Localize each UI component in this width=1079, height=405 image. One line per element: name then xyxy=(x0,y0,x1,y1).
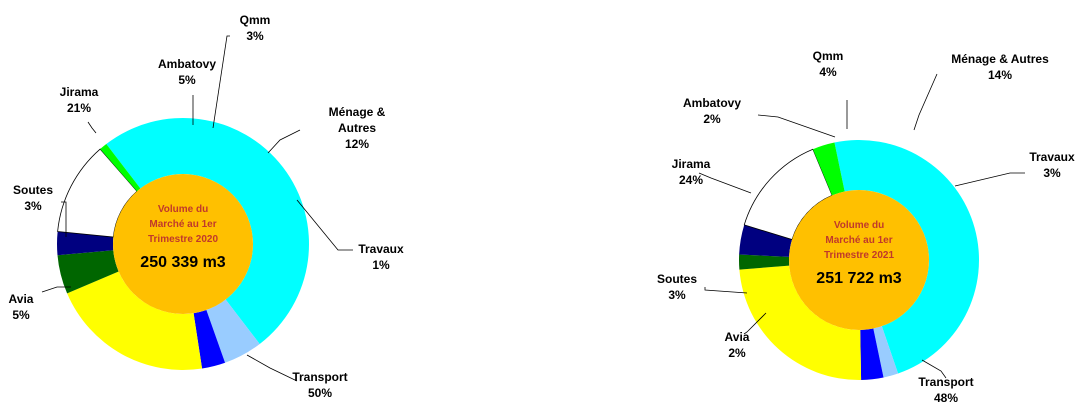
slice-transport xyxy=(834,139,980,374)
data-label-qmm: 3% xyxy=(246,29,264,43)
slice-jirama xyxy=(67,271,203,370)
data-label-soutes: 3% xyxy=(668,288,686,302)
data-label-transport: 48% xyxy=(934,391,958,405)
leader-line-qmm xyxy=(212,35,230,129)
slice-avia xyxy=(873,326,899,378)
leader-line-jirama xyxy=(87,121,97,134)
center-text-line: Marché au 1er xyxy=(825,235,892,246)
donut-chart-1: Volume du Marché au 1er Trimestre 2020 250 … xyxy=(9,13,404,400)
slice-ambatovy xyxy=(57,250,119,294)
leader-line-menage-and-autres xyxy=(267,129,301,154)
category-label-qmm: Qmm xyxy=(813,49,844,63)
data-label-avia: 2% xyxy=(728,346,746,360)
data-label-ambatovy: 2% xyxy=(703,112,721,126)
slice-jirama xyxy=(739,265,862,380)
leader-line-menage-and-autres xyxy=(913,73,938,131)
center-value: 251 722 m3 xyxy=(816,270,902,287)
data-label-jirama: 21% xyxy=(67,101,91,115)
leader-line-avia xyxy=(743,312,767,335)
category-label-ambatovy: Ambatovy xyxy=(158,57,216,71)
center-value: 250 339 m3 xyxy=(140,254,226,271)
category-label-transport: Transport xyxy=(918,375,973,389)
category-label-avia: Avia xyxy=(9,292,34,306)
leader-line-jirama xyxy=(698,172,752,194)
category-label-menage-and-autres: Autres xyxy=(338,121,376,135)
category-label-soutes: Soutes xyxy=(13,183,53,197)
leader-line-travaux xyxy=(296,199,353,251)
center-text-line: Marché au 1er xyxy=(149,219,216,230)
category-label-travaux: Travaux xyxy=(358,242,404,256)
center-disc xyxy=(789,190,929,330)
slice-soutes xyxy=(193,309,226,369)
slice-transport xyxy=(106,118,310,344)
slice-qmm xyxy=(56,231,114,256)
category-label-travaux: Travaux xyxy=(1029,150,1075,164)
center-text-line: Volume du xyxy=(834,220,884,231)
slice-travaux xyxy=(100,144,141,192)
category-label-qmm: Qmm xyxy=(240,13,271,27)
leader-line-ambatovy xyxy=(757,114,836,138)
data-label-menage-and-autres: 14% xyxy=(988,68,1012,82)
category-label-transport: Transport xyxy=(292,370,347,384)
slice-travaux xyxy=(812,142,845,196)
data-label-qmm: 4% xyxy=(819,65,837,79)
data-label-transport: 50% xyxy=(308,386,332,400)
category-label-soutes: Soutes xyxy=(657,272,697,286)
slice-qmm xyxy=(739,224,793,257)
slice-soutes xyxy=(860,328,884,380)
category-label-menage-and-autres: Ménage & Autres xyxy=(951,52,1049,66)
category-label-avia: Avia xyxy=(725,330,750,344)
leader-line-soutes xyxy=(704,287,748,294)
data-label-travaux: 3% xyxy=(1043,166,1061,180)
category-label-ambatovy: Ambatovy xyxy=(683,96,741,110)
leader-line-transport xyxy=(921,359,947,379)
center-disc xyxy=(113,174,253,314)
data-label-soutes: 3% xyxy=(24,199,42,213)
category-label-jirama: Jirama xyxy=(672,157,711,171)
category-label-jirama: Jirama xyxy=(60,85,99,99)
leader-line-transport xyxy=(246,354,298,382)
center-text-line: Trimestre 2021 xyxy=(824,250,894,261)
data-label-travaux: 1% xyxy=(372,258,390,272)
slice-ambatovy xyxy=(738,254,790,270)
data-label-menage-and-autres: 12% xyxy=(345,137,369,151)
leader-line-avia xyxy=(41,286,71,293)
leader-line-soutes xyxy=(61,201,67,237)
donut-chart-2: Volume du Marché au 1er Trimestre 2021 251 … xyxy=(657,49,1075,405)
category-label-menage-and-autres: Ménage & xyxy=(329,105,386,119)
center-text-line: Trimestre 2020 xyxy=(148,234,218,245)
data-label-ambatovy: 5% xyxy=(178,73,196,87)
slice-avia xyxy=(206,299,260,363)
data-label-avia: 5% xyxy=(12,308,30,322)
center-text-line: Volume du xyxy=(158,204,208,215)
data-label-jirama: 24% xyxy=(679,173,703,187)
leader-line-travaux xyxy=(954,172,1025,187)
